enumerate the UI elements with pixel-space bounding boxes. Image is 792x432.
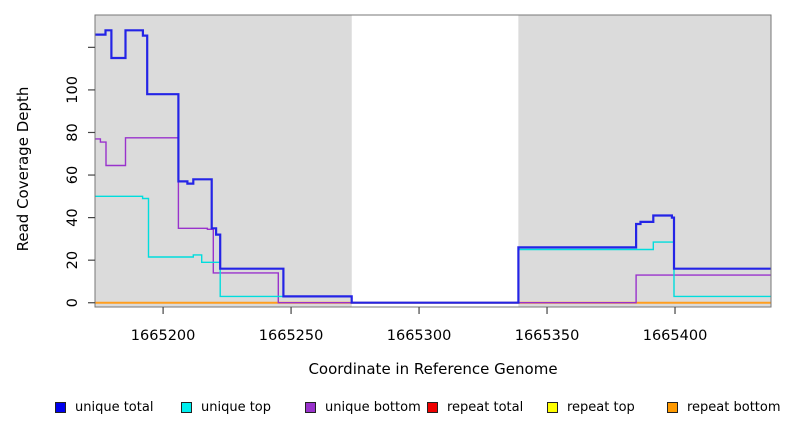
legend: unique total unique top unique bottom re… xyxy=(0,396,792,420)
y-axis-title: Read Coverage Depth xyxy=(14,86,32,252)
legend-swatch-unique-top xyxy=(181,401,192,413)
y-axis-tick-label: 0 xyxy=(65,298,81,307)
shaded-region xyxy=(518,15,771,307)
y-axis-tick-label: 80 xyxy=(65,123,81,141)
y-axis-tick-label: 60 xyxy=(65,166,81,184)
legend-swatch-repeat-bottom xyxy=(667,401,678,413)
legend-label: repeat bottom xyxy=(687,399,781,415)
legend-label: unique top xyxy=(201,399,272,415)
legend-item-unique-bottom: unique bottom xyxy=(305,396,421,418)
shaded-region xyxy=(95,15,352,307)
legend-label: unique bottom xyxy=(325,399,421,415)
legend-swatch-repeat-top xyxy=(547,401,558,413)
legend-label: unique total xyxy=(75,399,154,415)
legend-swatch-repeat-total xyxy=(427,401,438,413)
y-axis-tick-label: 20 xyxy=(65,251,81,269)
legend-swatch-unique-total xyxy=(55,401,66,413)
legend-label: repeat top xyxy=(567,399,635,415)
legend-label: repeat total xyxy=(447,399,524,415)
legend-item-unique-total: unique total xyxy=(55,396,153,418)
legend-swatch-unique-bottom xyxy=(305,401,316,413)
legend-item-repeat-top: repeat top xyxy=(547,396,635,418)
x-axis-tick-label: 1665200 xyxy=(131,328,196,344)
x-axis-tick-label: 1665350 xyxy=(515,328,580,344)
series-line-unique-top xyxy=(95,195,771,304)
plot-border xyxy=(94,14,772,308)
series-line-unique-bottom xyxy=(95,137,771,304)
series-line-unique-total xyxy=(95,29,771,304)
legend-item-repeat-bottom: repeat bottom xyxy=(667,396,781,418)
legend-item-repeat-total: repeat total xyxy=(427,396,523,418)
x-axis-title: Coordinate in Reference Genome xyxy=(308,360,558,378)
coverage-plot-canvas: 1665200 1665250 1665300 1665350 1665400 0 20 40… xyxy=(65,14,772,344)
y-axis-tick-label: 100 xyxy=(65,76,81,104)
x-axis-tick-label: 1665250 xyxy=(259,328,324,344)
x-axis-tick-label: 1665300 xyxy=(387,328,452,344)
y-axis-tick-label: 40 xyxy=(65,208,81,226)
legend-item-unique-top: unique top xyxy=(181,396,271,418)
x-axis-tick-label: 1665400 xyxy=(643,328,708,344)
